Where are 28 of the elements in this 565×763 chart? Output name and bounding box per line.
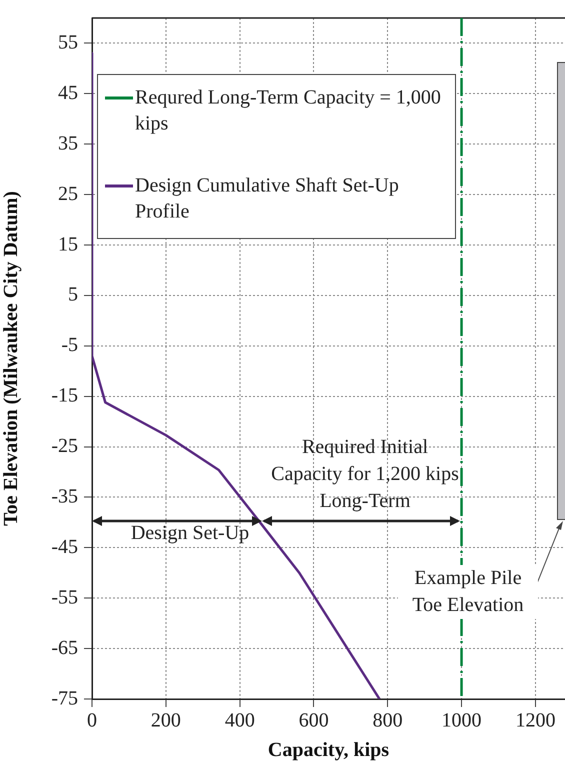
annotation: Required Initial Capacity for 1,200 kips Long-Term bbox=[270, 435, 460, 514]
y-tick-label: -65 bbox=[51, 636, 78, 659]
y-tick-label: -15 bbox=[51, 384, 78, 407]
y-tick-label: 15 bbox=[58, 233, 78, 256]
y-tick-label: 55 bbox=[58, 31, 78, 54]
y-tick-label: -5 bbox=[61, 334, 78, 356]
y-tick-label: 25 bbox=[58, 182, 78, 205]
x-tick-label: 1200 bbox=[515, 709, 556, 732]
x-tick-label: 600 bbox=[298, 709, 329, 732]
y-tick-label: 35 bbox=[58, 132, 78, 154]
x-tick-label: 200 bbox=[150, 709, 181, 732]
x-axis-title: Capacity, kips bbox=[268, 739, 390, 762]
y-tick-label: -25 bbox=[51, 435, 78, 458]
y-tick-label: -45 bbox=[51, 536, 78, 558]
x-tick-label: 800 bbox=[372, 709, 403, 732]
legend-label: Design Cumulative Shaft Set-Up Profile bbox=[135, 174, 399, 222]
x-tick-label: 0 bbox=[87, 709, 97, 732]
y-tick-label: -35 bbox=[51, 485, 78, 508]
y-tick-label: 5 bbox=[68, 284, 78, 306]
x-tick-label: 400 bbox=[224, 709, 255, 732]
y-axis-title: Toe Elevation (Milwaukee City Datum) bbox=[0, 191, 22, 526]
y-tick-label: -75 bbox=[51, 687, 78, 710]
x-tick-label: 1000 bbox=[442, 709, 482, 732]
y-tick-label: 45 bbox=[58, 82, 78, 104]
y-tick-label: -55 bbox=[51, 586, 78, 608]
ref-line-label: Requred Long-Term Capacity = 1,000 kips bbox=[135, 86, 441, 134]
annotation: Design Set-Up bbox=[130, 521, 250, 546]
annotation: Example Pile Toe Elevation bbox=[398, 565, 538, 619]
